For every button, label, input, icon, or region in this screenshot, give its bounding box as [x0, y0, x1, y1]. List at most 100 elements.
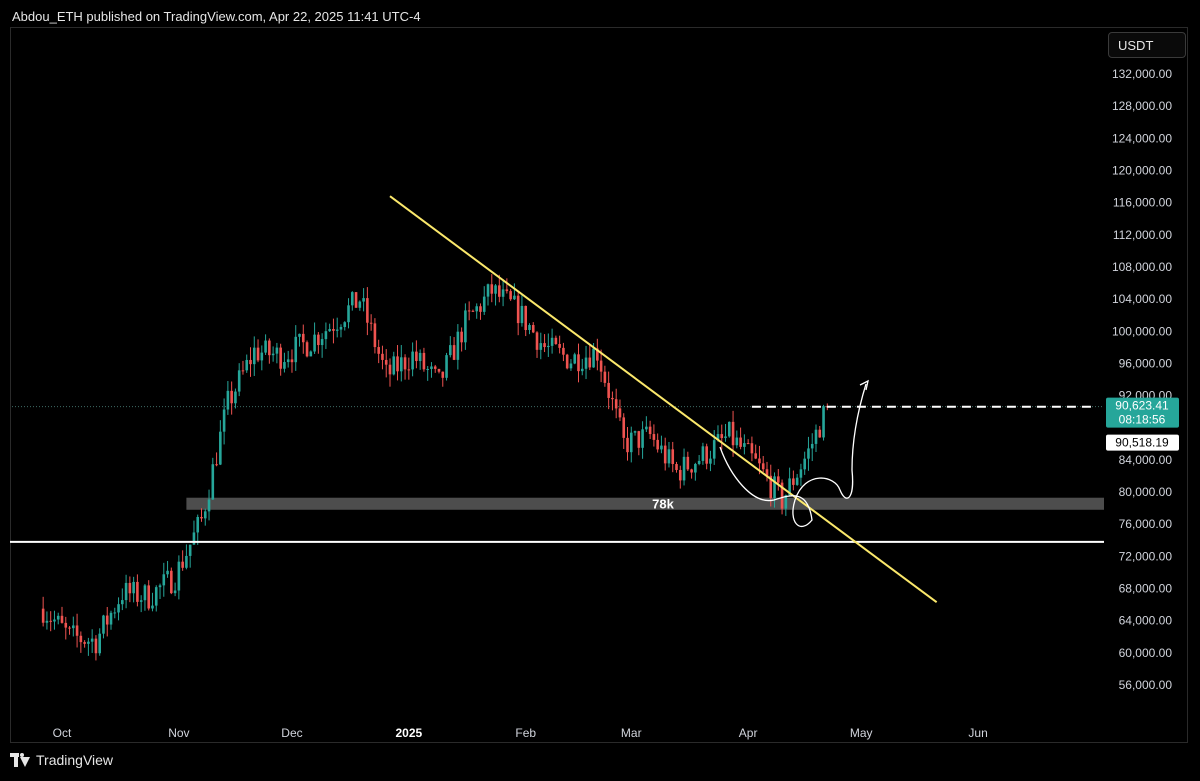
currency-button[interactable]: USDT	[1108, 32, 1186, 58]
candle-body	[252, 347, 256, 365]
candle-body	[369, 322, 373, 324]
candle-body	[652, 434, 656, 440]
candle-body	[513, 295, 516, 300]
candle-body	[192, 532, 196, 545]
candle-body	[245, 359, 249, 371]
x-tick-label: Nov	[168, 726, 189, 740]
candle-body	[810, 443, 814, 449]
candle-body	[117, 604, 120, 613]
candle-body	[735, 437, 739, 446]
countdown-timer: 08:18:56	[1119, 413, 1166, 427]
candle-body	[694, 463, 697, 473]
candle-body	[509, 291, 512, 300]
x-tick-label: Feb	[515, 726, 536, 740]
candle-body	[482, 296, 486, 312]
candle-body	[758, 458, 761, 464]
y-tick-label: 104,000.00	[1112, 292, 1172, 306]
candle-body	[124, 582, 128, 601]
candle-body	[392, 356, 396, 375]
y-tick-label: 80,000.00	[1119, 485, 1173, 499]
candle-body	[739, 437, 742, 447]
reference-price-badge	[1106, 434, 1179, 451]
candle-body	[599, 360, 603, 372]
x-tick-label: Mar	[621, 726, 642, 740]
candle-body	[788, 478, 791, 496]
candle-body	[803, 458, 806, 470]
candle-body	[377, 347, 380, 354]
candle-body	[449, 345, 452, 356]
candle-body	[102, 615, 105, 634]
candle-body	[682, 456, 686, 481]
candle-body	[139, 600, 143, 602]
y-tick-label: 132,000.00	[1112, 67, 1172, 81]
candle-body	[411, 351, 414, 370]
y-tick-label: 84,000.00	[1119, 453, 1173, 467]
candle-body	[230, 390, 233, 404]
candle-body	[215, 464, 218, 466]
candle-body	[154, 587, 158, 606]
candle-body	[592, 348, 595, 368]
y-tick-label: 120,000.00	[1112, 163, 1172, 177]
current-price-badge	[1106, 397, 1179, 428]
candle-body	[286, 359, 290, 363]
candle-body	[818, 429, 822, 438]
candle-body	[648, 426, 652, 435]
candle-body	[396, 356, 399, 372]
candle-body	[501, 289, 505, 297]
candle-body	[68, 627, 71, 629]
candle-body	[415, 351, 418, 362]
candle-body	[132, 581, 135, 594]
candle-body	[701, 446, 705, 461]
y-tick-label: 112,000.00	[1113, 228, 1172, 242]
y-tick-label: 116,000.00	[1113, 196, 1172, 210]
candle-body	[113, 612, 117, 614]
candle-body	[596, 348, 599, 361]
candle-body	[226, 390, 230, 410]
candle-body	[162, 574, 166, 586]
candle-body	[222, 409, 226, 432]
candle-body	[712, 440, 716, 459]
candle-body	[309, 351, 313, 357]
plot-area[interactable]	[10, 27, 1188, 743]
candle-body	[795, 477, 799, 485]
candle-body	[407, 369, 411, 371]
candle-body	[573, 354, 577, 364]
x-tick-label: Dec	[281, 726, 302, 740]
candle-body	[207, 499, 211, 512]
candle-body	[494, 285, 497, 294]
candle-body	[720, 434, 724, 439]
candle-body	[185, 555, 188, 568]
candle-body	[716, 434, 720, 441]
candle-body	[754, 453, 757, 459]
candle-body	[528, 325, 531, 331]
candle-body	[339, 326, 343, 330]
candle-body	[173, 590, 177, 594]
candle-body	[72, 625, 75, 629]
candle-body	[562, 347, 565, 355]
zone-label: 78k	[652, 497, 674, 512]
candle-body	[83, 642, 86, 644]
x-tick-label: Oct	[53, 726, 72, 740]
y-tick-label: 68,000.00	[1119, 582, 1173, 596]
candle-body	[403, 357, 407, 370]
candle-body	[241, 370, 245, 372]
footer-brand: TradingView	[36, 752, 114, 768]
candle-body	[554, 337, 558, 345]
candle-body	[727, 421, 731, 437]
candle-body	[249, 359, 252, 365]
candle-body	[580, 368, 584, 372]
candle-body	[400, 357, 403, 372]
candle-body	[709, 458, 712, 464]
candle-body	[264, 340, 267, 353]
candle-body	[87, 641, 90, 644]
candle-body	[275, 347, 279, 354]
candle-body	[603, 371, 607, 383]
candle-body	[505, 289, 509, 292]
x-tick-label: Jun	[968, 726, 987, 740]
candle-body	[746, 443, 750, 445]
tradingview-footer: TradingView	[10, 752, 113, 768]
candle-body	[324, 331, 328, 340]
candle-body	[433, 366, 437, 369]
candle-body	[607, 382, 610, 398]
